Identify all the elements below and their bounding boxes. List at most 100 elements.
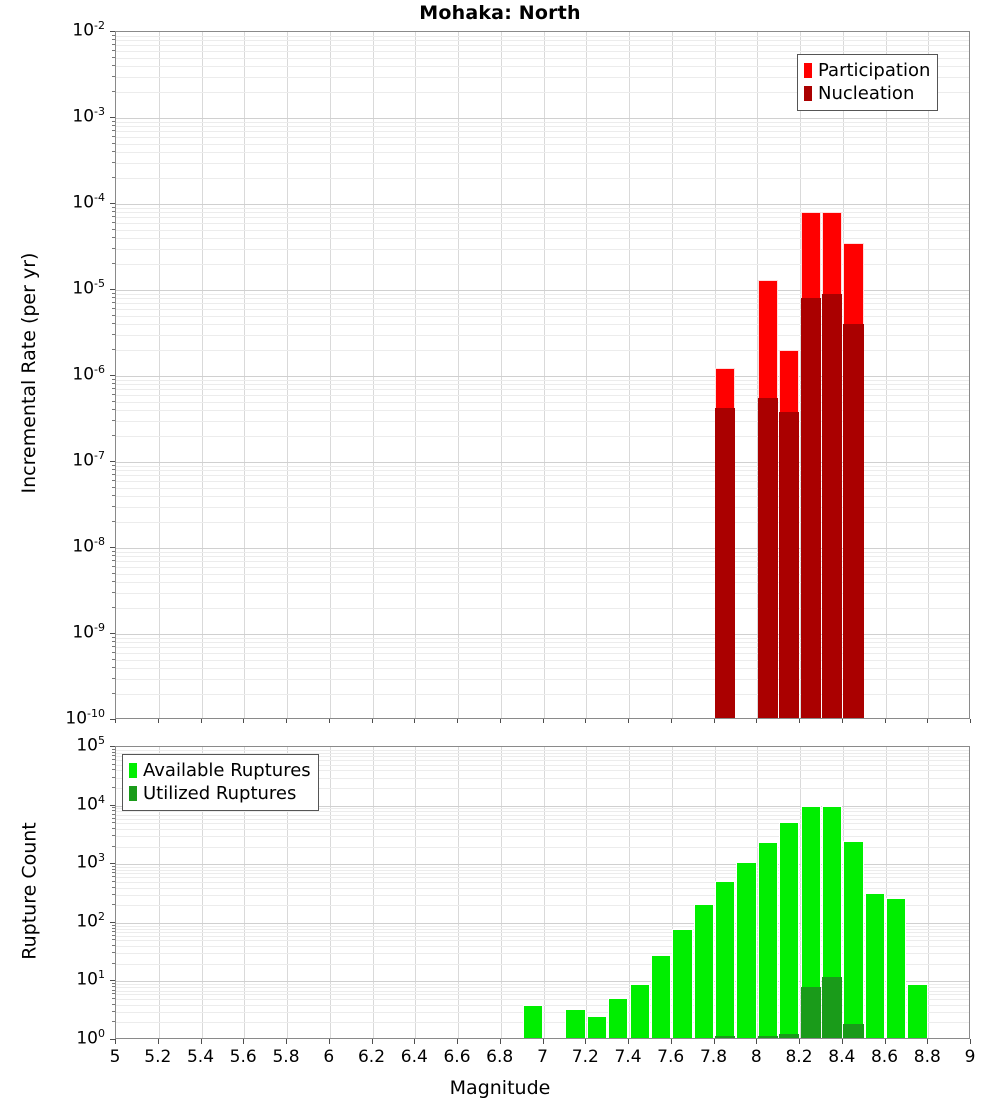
gridline-horizontal-major <box>116 634 969 635</box>
x-axis-tick-label: 7.8 <box>699 1047 728 1067</box>
gridline-horizontal-minor <box>116 869 969 871</box>
bar-utilized-ruptures <box>779 1034 800 1038</box>
bar-available-ruptures <box>886 897 907 1038</box>
x-axis-tick-label: 6.2 <box>357 1047 386 1067</box>
top-panel-y-axis-tick <box>110 117 115 118</box>
gridline-horizontal-minor <box>116 846 969 848</box>
bottom-panel-y-axis-minor-tick <box>112 813 115 815</box>
top-panel-y-axis-minor-tick <box>112 76 115 77</box>
top-panel-y-axis-minor-tick <box>112 248 115 249</box>
top-panel-y-axis-minor-tick <box>112 572 115 574</box>
gridline-horizontal-minor <box>116 567 969 569</box>
gridline-horizontal-minor <box>116 264 969 266</box>
x-axis-tick <box>414 1039 416 1044</box>
y-axis-tick-label: 100 <box>76 1027 105 1049</box>
bottom-panel-y-axis-tick <box>110 863 115 865</box>
gridline-horizontal-minor <box>116 45 969 47</box>
x-axis-tick-label: 5.2 <box>144 1047 172 1067</box>
gridline-horizontal-minor <box>116 953 969 955</box>
y-axis-tick-label: 105 <box>76 734 105 756</box>
bottom-panel-y-axis-minor-tick <box>112 934 115 936</box>
bottom-panel-y-axis-minor-tick <box>112 998 115 999</box>
bottom-panel-y-axis-title: Rupture Count <box>18 821 40 960</box>
x-axis-tick <box>713 1039 715 1044</box>
x-axis-tick-label: 6.4 <box>400 1047 428 1067</box>
gridline-vertical <box>885 747 887 1038</box>
top-panel-x-axis-tick <box>585 719 587 723</box>
bottom-panel-y-axis-tick <box>110 804 115 806</box>
top-panel-y-axis-minor-tick <box>112 323 115 325</box>
x-axis-title: Magnitude <box>449 1077 551 1099</box>
top-panel-x-axis-tick <box>799 719 800 723</box>
top-panel-y-axis-minor-tick <box>112 636 115 638</box>
bottom-panel-y-axis-minor-tick <box>112 827 115 829</box>
top-panel-y-axis-minor-tick <box>112 506 115 507</box>
bottom-panel-y-axis-minor-tick <box>112 810 115 812</box>
gridline-horizontal-minor <box>116 940 969 942</box>
gridline-horizontal-minor <box>116 40 969 42</box>
x-axis-tick <box>542 1039 544 1044</box>
top-panel-y-axis-minor-tick <box>112 136 115 138</box>
gridline-horizontal-minor <box>116 465 969 467</box>
x-axis-tick-label: 9 <box>964 1047 976 1067</box>
top-panel-y-axis-tick <box>110 547 115 548</box>
top-panel-y-axis-minor-tick <box>112 420 115 421</box>
top-panel-x-axis-tick <box>756 719 758 723</box>
y-axis-tick-label: 10-9 <box>72 621 105 643</box>
gridline-horizontal-minor <box>116 994 969 996</box>
x-axis-tick-label: 6 <box>323 1047 335 1067</box>
x-axis-tick-label: 5.4 <box>186 1047 215 1067</box>
top-panel-y-axis-minor-tick <box>112 464 115 466</box>
x-axis-tick <box>585 1039 587 1044</box>
top-panel-y-axis-minor-tick <box>112 314 115 316</box>
gridline-horizontal-minor <box>116 238 969 240</box>
top-panel-y-axis-minor-tick <box>112 394 115 396</box>
x-axis-tick <box>499 1039 501 1044</box>
top-panel-y-axis-minor-tick <box>112 50 115 52</box>
bottom-panel-y-axis-minor-tick <box>112 880 115 882</box>
bottom-panel-y-axis-minor-tick <box>112 945 115 947</box>
gridline-horizontal-major <box>116 548 969 549</box>
gridline-horizontal-minor <box>116 760 969 761</box>
gridline-horizontal-minor <box>116 679 969 680</box>
y-axis-tick-label: 102 <box>76 909 105 932</box>
gridline-horizontal-minor <box>116 121 969 123</box>
bottom-panel-axes <box>115 746 970 1039</box>
top-panel-y-axis-minor-tick <box>112 228 115 230</box>
bottom-panel-y-axis-minor-tick <box>112 962 115 964</box>
x-axis-tick <box>799 1039 800 1044</box>
gridline-horizontal-minor <box>116 92 969 94</box>
top-panel-y-axis-minor-tick <box>112 44 115 46</box>
gridline-horizontal-minor <box>116 935 969 937</box>
bar-utilized-ruptures <box>843 1023 864 1038</box>
gridline-vertical <box>158 747 160 1038</box>
top-panel-y-axis-minor-tick <box>112 125 115 127</box>
page-title: Mohaka: North <box>419 2 581 24</box>
gridline-horizontal-minor <box>116 788 969 789</box>
top-panel-axes <box>115 31 970 719</box>
x-axis-tick-label: 5 <box>109 1047 121 1067</box>
y-axis-tick-label: 10-7 <box>72 449 105 471</box>
top-panel-x-axis-tick <box>713 719 715 723</box>
bar-available-ruptures <box>629 984 650 1038</box>
top-panel-x-axis-tick <box>970 719 971 723</box>
bar-available-ruptures <box>736 861 757 1038</box>
x-axis-tick-label: 8 <box>750 1047 762 1067</box>
x-axis-tick-label: 8.8 <box>913 1047 941 1067</box>
top-panel-y-axis-minor-tick <box>112 555 115 557</box>
gridline-horizontal-minor <box>116 887 969 889</box>
gridline-vertical <box>500 747 502 1038</box>
gridline-horizontal-minor <box>116 653 969 655</box>
bottom-panel-y-axis-tick <box>110 921 115 923</box>
x-axis-tick <box>756 1039 758 1044</box>
gridline-horizontal-minor <box>116 877 969 879</box>
top-panel-y-axis-tick <box>110 633 115 634</box>
gridline-horizontal-minor <box>116 756 969 758</box>
gridline-horizontal-minor <box>116 990 969 992</box>
gridline-horizontal-minor <box>116 384 969 386</box>
bar-nucleation <box>715 407 736 718</box>
gridline-horizontal-minor <box>116 481 969 483</box>
x-axis-tick-label: 8.4 <box>828 1047 856 1067</box>
x-axis-tick-label: 8.2 <box>785 1047 813 1067</box>
gridline-horizontal-minor <box>116 131 969 133</box>
